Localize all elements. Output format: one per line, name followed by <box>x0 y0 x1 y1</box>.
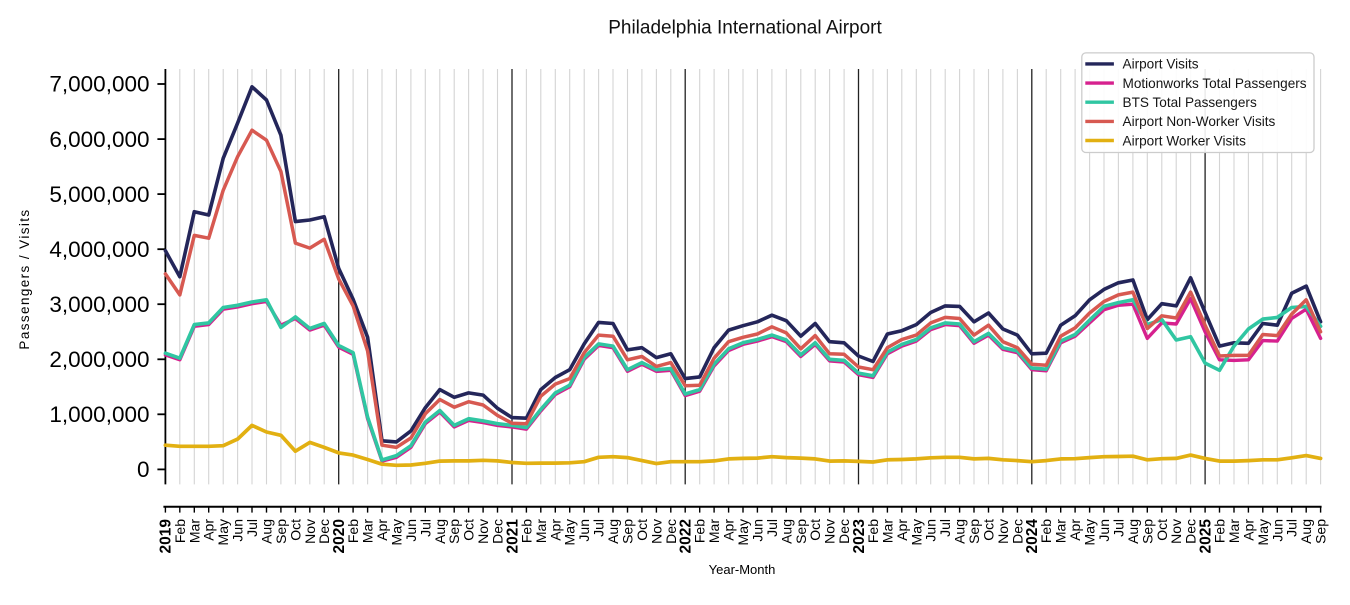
svg-text:Feb: Feb <box>1038 519 1054 543</box>
svg-text:Feb: Feb <box>345 519 361 543</box>
svg-text:Philadelphia International Air: Philadelphia International Airport <box>608 18 882 39</box>
svg-text:2025: 2025 <box>1197 519 1214 554</box>
svg-text:Jul: Jul <box>937 519 953 537</box>
svg-text:Dec: Dec <box>663 519 679 544</box>
svg-text:Mar: Mar <box>186 519 202 543</box>
svg-text:2020: 2020 <box>331 519 348 553</box>
svg-text:Airport Worker Visits: Airport Worker Visits <box>1123 133 1247 148</box>
svg-text:Apr: Apr <box>721 519 737 541</box>
svg-text:Oct: Oct <box>634 519 650 541</box>
svg-text:Aug: Aug <box>605 519 621 544</box>
svg-text:Feb: Feb <box>865 519 881 543</box>
svg-text:Nov: Nov <box>302 519 318 544</box>
svg-text:Year-Month: Year-Month <box>709 562 776 577</box>
svg-text:Sep: Sep <box>966 519 982 544</box>
svg-text:Apr: Apr <box>1240 519 1256 541</box>
svg-text:Dec: Dec <box>490 519 506 544</box>
svg-text:2022: 2022 <box>678 519 695 553</box>
svg-text:2,000,000: 2,000,000 <box>49 347 149 372</box>
svg-text:Jul: Jul <box>591 519 607 537</box>
svg-text:0: 0 <box>137 457 150 482</box>
svg-text:Feb: Feb <box>172 519 188 543</box>
svg-text:Jul: Jul <box>417 519 433 537</box>
svg-text:Jun: Jun <box>576 519 592 542</box>
svg-text:Mar: Mar <box>879 519 895 543</box>
svg-text:Motionworks Total Passengers: Motionworks Total Passengers <box>1123 76 1307 91</box>
svg-text:4,000,000: 4,000,000 <box>49 237 149 262</box>
svg-text:Feb: Feb <box>692 519 708 543</box>
svg-text:Mar: Mar <box>533 519 549 543</box>
svg-text:Feb: Feb <box>518 519 534 543</box>
svg-text:Jun: Jun <box>1096 519 1112 542</box>
svg-text:Apr: Apr <box>547 519 563 541</box>
svg-text:5,000,000: 5,000,000 <box>49 182 149 207</box>
svg-text:Sep: Sep <box>793 519 809 544</box>
svg-text:Nov: Nov <box>1168 519 1184 544</box>
svg-text:Jul: Jul <box>1110 519 1126 537</box>
svg-text:Aug: Aug <box>778 519 794 544</box>
svg-text:Airport Visits: Airport Visits <box>1123 57 1199 72</box>
svg-text:BTS Total Passengers: BTS Total Passengers <box>1123 95 1257 110</box>
svg-text:Jul: Jul <box>1284 519 1300 537</box>
svg-text:7,000,000: 7,000,000 <box>49 72 149 97</box>
svg-text:Nov: Nov <box>995 519 1011 544</box>
svg-text:Airport Non-Worker Visits: Airport Non-Worker Visits <box>1123 114 1276 129</box>
svg-text:6,000,000: 6,000,000 <box>49 127 149 152</box>
svg-text:Sep: Sep <box>620 519 636 544</box>
svg-text:Feb: Feb <box>1212 519 1228 543</box>
svg-text:Mar: Mar <box>706 519 722 543</box>
svg-text:Dec: Dec <box>1183 519 1199 544</box>
svg-text:Oct: Oct <box>807 519 823 541</box>
svg-text:Sep: Sep <box>1139 519 1155 544</box>
svg-text:Mar: Mar <box>1053 519 1069 543</box>
svg-text:Oct: Oct <box>1154 519 1170 541</box>
svg-text:Sep: Sep <box>446 519 462 544</box>
svg-text:Mar: Mar <box>360 519 376 543</box>
svg-text:Aug: Aug <box>259 519 275 544</box>
svg-text:Nov: Nov <box>648 519 664 544</box>
svg-text:1,000,000: 1,000,000 <box>49 402 149 427</box>
svg-text:Sep: Sep <box>273 519 289 544</box>
svg-text:Oct: Oct <box>461 519 477 541</box>
svg-text:2023: 2023 <box>851 519 868 554</box>
svg-text:May: May <box>215 519 231 545</box>
svg-text:Jul: Jul <box>764 519 780 537</box>
svg-text:2024: 2024 <box>1024 519 1041 554</box>
svg-text:Jun: Jun <box>923 519 939 542</box>
svg-text:Mar: Mar <box>1226 519 1242 543</box>
svg-text:May: May <box>1255 519 1271 545</box>
svg-text:Apr: Apr <box>201 519 217 541</box>
svg-text:Dec: Dec <box>1009 519 1025 544</box>
svg-text:Aug: Aug <box>1298 519 1314 544</box>
svg-text:May: May <box>1082 519 1098 545</box>
svg-text:3,000,000: 3,000,000 <box>49 292 149 317</box>
svg-text:Jun: Jun <box>1269 519 1285 542</box>
svg-text:Oct: Oct <box>981 519 997 541</box>
svg-text:May: May <box>908 519 924 545</box>
svg-text:Jul: Jul <box>244 519 260 537</box>
svg-text:May: May <box>388 519 404 545</box>
svg-text:Aug: Aug <box>1125 519 1141 544</box>
svg-text:Nov: Nov <box>475 519 491 544</box>
svg-text:Dec: Dec <box>316 519 332 544</box>
svg-text:Oct: Oct <box>287 519 303 541</box>
svg-text:Jun: Jun <box>230 519 246 542</box>
svg-text:Nov: Nov <box>822 519 838 544</box>
svg-text:2019: 2019 <box>158 519 175 554</box>
svg-text:Apr: Apr <box>1067 519 1083 541</box>
svg-text:May: May <box>562 519 578 545</box>
svg-text:Aug: Aug <box>432 519 448 544</box>
svg-text:Dec: Dec <box>836 519 852 544</box>
svg-text:Aug: Aug <box>952 519 968 544</box>
svg-text:Jun: Jun <box>403 519 419 542</box>
svg-text:Apr: Apr <box>374 519 390 541</box>
svg-text:Jun: Jun <box>749 519 765 542</box>
svg-text:May: May <box>735 519 751 545</box>
svg-text:2021: 2021 <box>504 519 521 554</box>
svg-text:Passengers / Visits: Passengers / Visits <box>17 208 32 349</box>
svg-text:Apr: Apr <box>894 519 910 541</box>
svg-text:Sep: Sep <box>1313 519 1329 544</box>
